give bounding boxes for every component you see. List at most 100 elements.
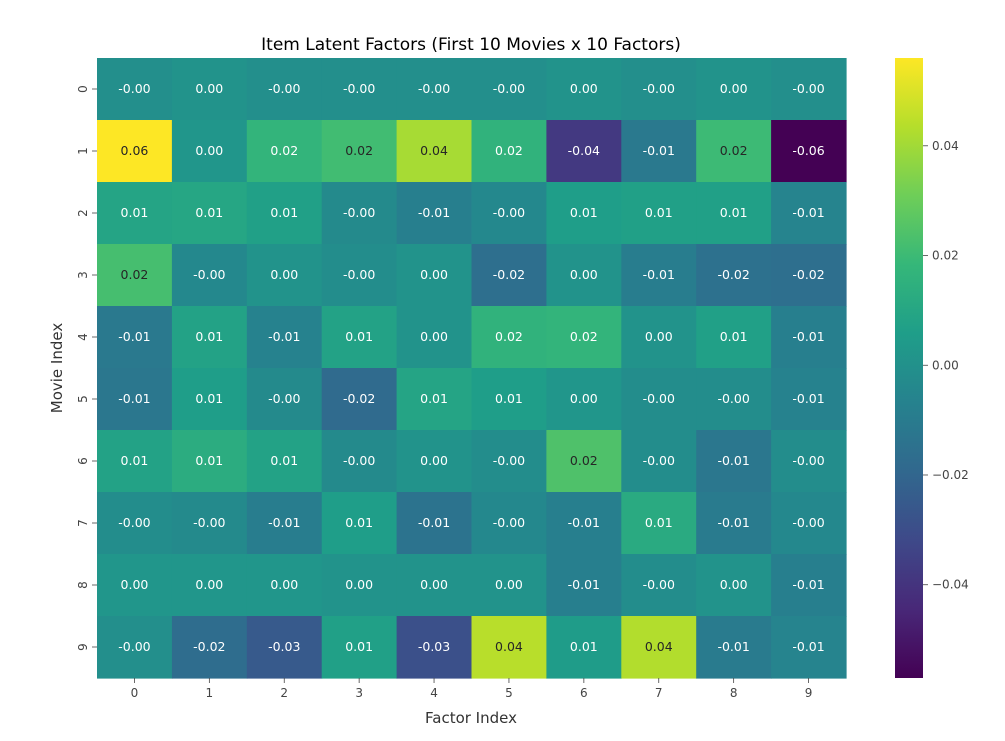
cell-label: -0.00 — [643, 577, 675, 592]
heatmap-cell — [171, 244, 248, 307]
cell-label: 0.00 — [420, 453, 448, 468]
cell-label: 0.01 — [121, 205, 149, 220]
heatmap-cell — [546, 306, 622, 369]
cell-label: 0.04 — [645, 639, 673, 654]
y-tick-label: 9 — [76, 643, 90, 651]
cell-label: 0.01 — [570, 205, 598, 220]
cell-label: 0.01 — [345, 515, 373, 530]
heatmap-cell — [396, 244, 473, 307]
cell-label: -0.00 — [643, 81, 675, 96]
heatmap-cell — [321, 368, 398, 431]
cell-label: 0.01 — [195, 329, 223, 344]
cell-label: -0.00 — [343, 453, 375, 468]
y-tick-label: 6 — [76, 457, 90, 465]
cell-label: -0.01 — [717, 639, 749, 654]
heatmap-cell — [321, 616, 398, 679]
heatmap-cell — [696, 244, 772, 307]
heatmap-cell — [171, 120, 248, 183]
heatmap-cell — [471, 120, 547, 183]
cell-label: -0.04 — [568, 143, 600, 158]
cell-label: 0.02 — [495, 329, 523, 344]
heatmap-cell — [246, 58, 323, 121]
heatmap-cell — [171, 554, 248, 617]
cell-label: -0.00 — [792, 81, 824, 96]
heatmap-cell — [321, 58, 398, 121]
cell-label: -0.01 — [418, 205, 450, 220]
cell-label: -0.02 — [343, 391, 375, 406]
cell-label: -0.01 — [643, 143, 675, 158]
cell-label: -0.03 — [418, 639, 450, 654]
x-tick-label: 3 — [355, 686, 363, 700]
heatmap-cell — [771, 120, 847, 183]
cell-label: 0.01 — [645, 205, 673, 220]
heatmap-cell — [771, 368, 847, 431]
y-tick-label: 0 — [76, 85, 90, 93]
cell-label: -0.02 — [717, 267, 749, 282]
cell-label: 0.01 — [420, 391, 448, 406]
x-tick-label: 9 — [805, 686, 813, 700]
heatmap-cell — [246, 120, 323, 183]
x-axis-label: Factor Index — [425, 709, 517, 727]
cell-label: -0.00 — [493, 81, 525, 96]
cell-label: -0.01 — [118, 391, 150, 406]
x-tick-label: 6 — [580, 686, 588, 700]
cell-label: 0.00 — [195, 81, 223, 96]
y-axis-label: Movie Index — [48, 323, 66, 414]
cell-label: -0.01 — [643, 267, 675, 282]
heatmap-cell — [471, 554, 547, 617]
cell-label: -0.01 — [792, 577, 824, 592]
heatmap-cell — [246, 430, 323, 493]
heatmap-cell — [696, 554, 772, 617]
heatmap-cell — [471, 492, 547, 555]
heatmap-cell — [97, 244, 173, 307]
heatmap-cell — [171, 616, 248, 679]
heatmap-cell — [97, 120, 173, 183]
cell-label: 0.00 — [345, 577, 373, 592]
heatmap-cell — [771, 244, 847, 307]
cell-label: 0.00 — [420, 329, 448, 344]
heatmap-cell — [246, 182, 323, 245]
cell-label: -0.00 — [193, 267, 225, 282]
heatmap-cell — [246, 492, 323, 555]
cell-label: 0.02 — [495, 143, 523, 158]
heatmap-cell — [696, 430, 772, 493]
cell-label: 0.01 — [121, 453, 149, 468]
cell-label: -0.01 — [418, 515, 450, 530]
cell-label: -0.00 — [343, 205, 375, 220]
heatmap-cell — [546, 430, 622, 493]
y-tick-label: 8 — [76, 581, 90, 589]
x-tick-label: 2 — [280, 686, 288, 700]
heatmap-cell — [321, 182, 398, 245]
heatmap-cell — [97, 430, 173, 493]
heatmap-cell — [171, 182, 248, 245]
heatmap-cell — [546, 492, 622, 555]
heatmap-cell — [396, 120, 473, 183]
cell-label: 0.00 — [720, 81, 748, 96]
heatmap-cell — [396, 182, 473, 245]
heatmap-cell — [471, 368, 547, 431]
heatmap-cell — [171, 58, 248, 121]
heatmap-cell — [246, 616, 323, 679]
cell-label: 0.01 — [345, 639, 373, 654]
heatmap-cell — [621, 244, 697, 307]
cell-label: 0.01 — [195, 205, 223, 220]
cell-label: -0.00 — [493, 205, 525, 220]
chart-title: Item Latent Factors (First 10 Movies x 1… — [261, 35, 681, 55]
heatmap-cell — [396, 368, 473, 431]
cell-label: -0.00 — [118, 639, 150, 654]
cell-label: -0.02 — [193, 639, 225, 654]
cell-label: 0.00 — [645, 329, 673, 344]
heatmap-cell — [97, 58, 173, 121]
colorbar-tick-label: 0.04 — [932, 139, 959, 153]
heatmap-cell — [771, 182, 847, 245]
heatmap-cell — [246, 244, 323, 307]
x-axis: 0 1 2 3 4 5 6 7 8 9 — [131, 678, 813, 700]
cell-label: 0.01 — [195, 453, 223, 468]
cell-label: 0.00 — [420, 577, 448, 592]
heatmap-cell — [396, 58, 473, 121]
heatmap-cell — [321, 244, 398, 307]
heatmap-cell — [321, 430, 398, 493]
cell-label: -0.01 — [792, 639, 824, 654]
colorbar: 0.04 0.02 0.00 −0.02 −0.04 — [895, 58, 969, 678]
heatmap-cell — [696, 182, 772, 245]
